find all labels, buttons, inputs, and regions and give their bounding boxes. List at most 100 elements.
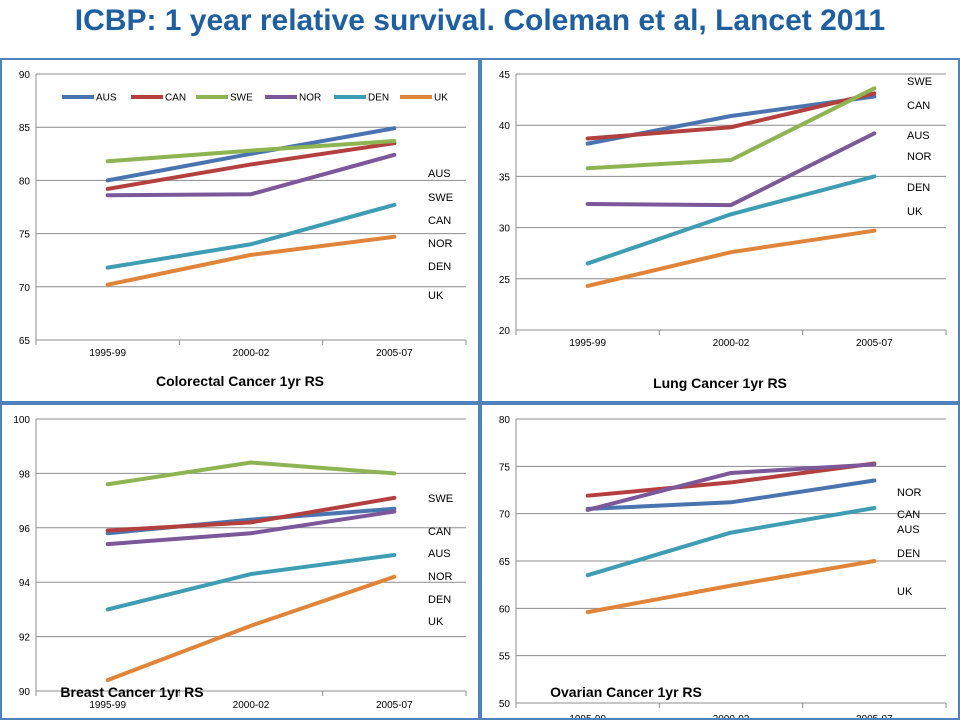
end-label-den: DEN — [428, 261, 451, 273]
colorectal-chart-panel: 65 70 75 80 85 90 1995-99 2000-02 2005-07 AUS CAN S… — [2, 60, 478, 401]
end-label-den: DEN — [907, 182, 930, 194]
series-line-can — [105, 495, 397, 533]
page-title: ICBP: 1 year relative survival. Coleman … — [74, 4, 886, 37]
ovarian-chart-title: Ovarian Cancer 1yr RS — [550, 684, 702, 700]
legend-label: UK — [434, 93, 448, 104]
series-line-swe — [585, 86, 877, 171]
series-line-nor — [105, 509, 397, 547]
breast-chart-panel: 90 92 94 96 98 100 1995-99 2000-02 2005-07 SWE CAN… — [2, 405, 478, 718]
series-line-can — [585, 461, 877, 498]
x-tick-label: 1995-99 — [569, 338, 606, 349]
series-line-aus — [585, 478, 877, 511]
y-tick-label: 75 — [19, 230, 31, 241]
y-tick-label: 92 — [19, 633, 31, 644]
series-line-den — [105, 202, 397, 270]
y-tick-label: 70 — [19, 283, 31, 294]
x-tick-label: 1995-99 — [89, 700, 126, 711]
y-tick-label: 85 — [19, 123, 31, 134]
end-label-nor: NOR — [428, 238, 453, 250]
y-tick-label: 90 — [19, 687, 31, 698]
end-label-can: CAN — [897, 509, 920, 521]
end-label-aus: AUS — [428, 168, 451, 180]
series-line-uk — [585, 228, 877, 288]
end-label-uk: UK — [897, 586, 913, 598]
legend-label: CAN — [165, 93, 186, 104]
series-line-den — [585, 174, 877, 266]
end-label-aus: AUS — [907, 130, 930, 142]
chart-grid: 65 70 75 80 85 90 1995-99 2000-02 2005-07 AUS CAN S… — [0, 58, 960, 720]
series-line-nor — [585, 131, 877, 208]
legend-label: AUS — [96, 93, 117, 104]
end-label-uk: UK — [428, 616, 444, 628]
y-tick-label: 35 — [499, 172, 511, 183]
colorectal-chart-title: Colorectal Cancer 1yr RS — [155, 373, 325, 389]
series-line-swe — [105, 139, 397, 164]
y-tick-label: 100 — [13, 415, 30, 426]
end-label-den: DEN — [428, 594, 451, 606]
ovarian-chart-panel: 50 55 60 65 70 75 80 1995-99 2000-02 2005-07 NOR CA… — [482, 405, 958, 718]
series-line-uk — [105, 574, 397, 683]
series-line-swe — [105, 460, 397, 487]
x-tick-label: 2000-02 — [713, 338, 750, 349]
x-tick-label: 1995-99 — [569, 714, 606, 718]
legend-label: SWE — [230, 93, 253, 104]
y-tick-label: 70 — [499, 510, 511, 521]
end-label-can: CAN — [428, 526, 451, 538]
y-tick-label: 96 — [19, 524, 31, 535]
lung-chart: 20 25 30 35 40 45 1995-99 2000-02 2005-07 SWE CAN A… — [499, 70, 947, 349]
y-tick-label: 50 — [499, 699, 511, 710]
y-tick-label: 90 — [19, 70, 31, 81]
series-line-can — [585, 91, 877, 141]
end-label-den: DEN — [897, 548, 920, 560]
end-label-aus: AUS — [897, 524, 920, 536]
y-tick-label: 30 — [499, 224, 511, 235]
end-label-uk: UK — [907, 206, 923, 218]
series-line-den — [585, 505, 877, 578]
end-label-can: CAN — [428, 215, 451, 227]
x-tick-label: 2005-07 — [856, 338, 893, 349]
x-tick-label: 2005-07 — [376, 348, 413, 359]
series-line-aus — [105, 126, 397, 183]
end-label-nor: NOR — [428, 571, 453, 583]
x-tick-label: 1995-99 — [89, 348, 126, 359]
y-tick-label: 25 — [499, 275, 511, 286]
y-tick-label: 60 — [499, 604, 511, 615]
series-line-den — [105, 553, 397, 612]
colorectal-chart: 65 70 75 80 85 90 1995-99 2000-02 2005-07 AUS CAN S… — [19, 70, 467, 359]
y-tick-label: 65 — [19, 336, 31, 347]
x-tick-label: 2000-02 — [233, 348, 270, 359]
y-tick-label: 65 — [499, 557, 511, 568]
ovarian-chart: 50 55 60 65 70 75 80 1995-99 2000-02 2005-07 NOR CA… — [499, 415, 947, 718]
end-label-nor: NOR — [897, 487, 922, 499]
lung-chart-title: Lung Cancer 1yr RS — [653, 375, 787, 391]
y-tick-label: 80 — [499, 415, 511, 426]
end-label-aus: AUS — [428, 548, 451, 560]
end-label-uk: UK — [428, 290, 444, 302]
end-label-can: CAN — [907, 100, 930, 112]
series-line-uk — [585, 559, 877, 615]
series-line-nor — [585, 462, 877, 512]
y-tick-label: 40 — [499, 121, 511, 132]
lung-chart-panel: 20 25 30 35 40 45 1995-99 2000-02 2005-07 SWE CAN A… — [482, 60, 958, 401]
y-tick-label: 98 — [19, 469, 31, 480]
x-tick-label: 2000-02 — [713, 714, 750, 718]
y-tick-label: 55 — [499, 652, 511, 663]
legend-label: DEN — [368, 93, 389, 104]
breast-chart-title: Breast Cancer 1yr RS — [60, 684, 204, 700]
y-tick-label: 20 — [499, 326, 511, 337]
x-tick-label: 2005-07 — [856, 714, 893, 718]
breast-chart: 90 92 94 96 98 100 1995-99 2000-02 2005-07 SWE CAN… — [13, 415, 467, 711]
legend-label: NOR — [299, 93, 321, 104]
y-tick-label: 80 — [19, 176, 31, 187]
x-tick-label: 2005-07 — [376, 700, 413, 711]
y-tick-label: 45 — [499, 70, 511, 81]
end-label-swe: SWE — [428, 493, 453, 505]
end-label-swe: SWE — [907, 76, 932, 88]
series-line-nor — [105, 152, 397, 198]
series-line-can — [105, 141, 397, 191]
series-line-uk — [105, 234, 397, 287]
x-tick-label: 2000-02 — [233, 700, 270, 711]
y-tick-label: 94 — [19, 578, 31, 589]
y-tick-label: 75 — [499, 462, 511, 473]
end-label-nor: NOR — [907, 151, 932, 163]
